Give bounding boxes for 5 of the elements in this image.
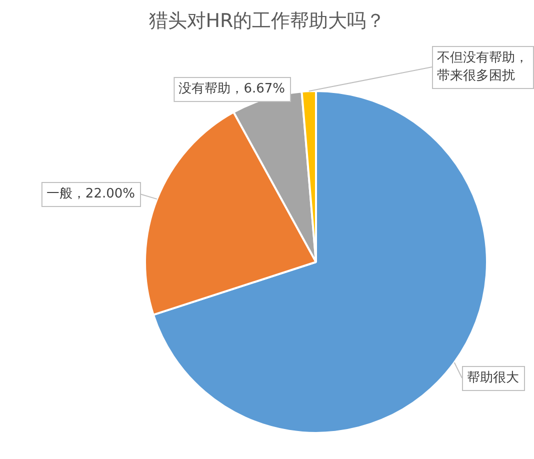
chart-title: 猎头对HR的工作帮助大吗？ bbox=[148, 10, 386, 32]
slice-label: 一般，22.00% bbox=[46, 186, 136, 202]
slice-label: 没有帮助，6.67% bbox=[178, 81, 286, 96]
slice-label: 不但没有帮助，带来很多困扰 bbox=[437, 50, 528, 84]
slice-label: 帮助很大 bbox=[467, 370, 519, 386]
